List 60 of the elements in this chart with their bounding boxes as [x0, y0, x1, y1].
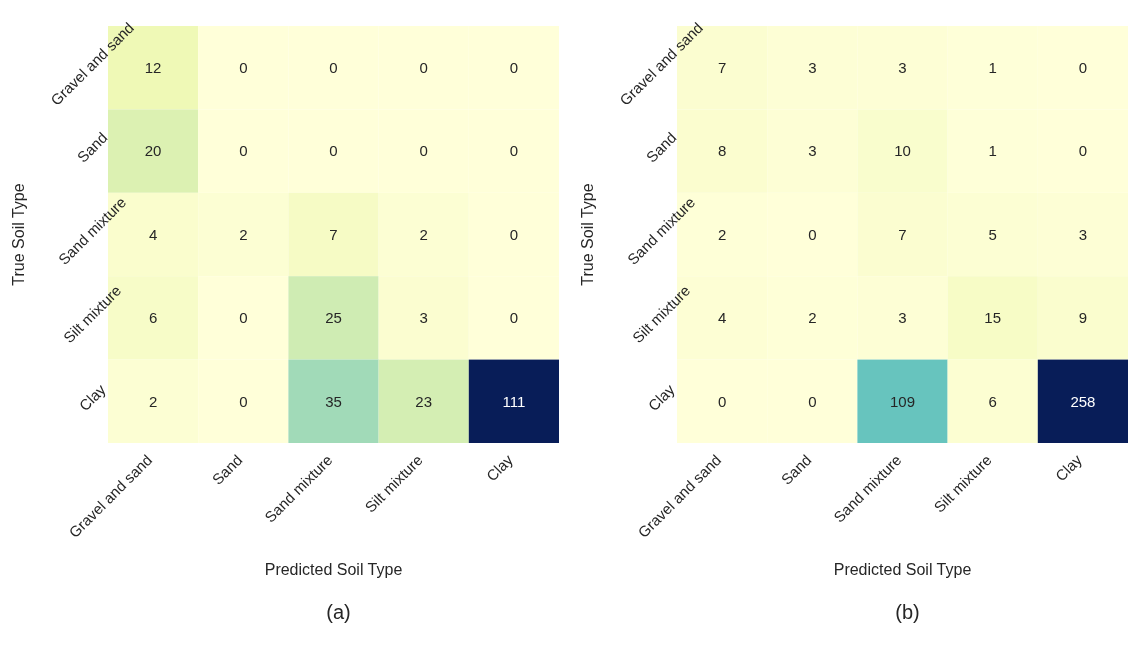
data-label: 8	[717, 142, 727, 160]
text: (a)	[325, 601, 352, 624]
data-label: 0	[808, 392, 817, 410]
data-label: 23	[415, 392, 433, 410]
data-label: 0	[509, 58, 519, 76]
data-label: 7	[898, 225, 907, 243]
x-tick-label: Clay	[1051, 450, 1086, 485]
text: (b)	[894, 601, 921, 624]
x-axis-title: Predicted Soil Type	[833, 561, 972, 578]
x-axis-title: Predicted Soil Type	[264, 561, 403, 578]
data-label: 10	[894, 142, 911, 160]
data-label: 35	[325, 392, 342, 410]
data-label: 0	[419, 142, 428, 160]
data-label: 3	[1078, 225, 1088, 243]
x-tick-label: Clay	[482, 450, 517, 485]
data-label: 4	[717, 309, 727, 327]
data-label: 1	[988, 142, 997, 160]
data-label: 2	[419, 225, 428, 243]
data-label: 0	[239, 392, 248, 410]
y-tick-label: Clay	[644, 380, 679, 415]
data-label: 7	[329, 225, 338, 243]
data-label: 3	[419, 309, 428, 327]
data-label: 0	[808, 225, 817, 243]
data-label: 0	[1078, 58, 1088, 76]
data-label: 25	[325, 309, 342, 327]
y-axis-title: True Soil Type	[9, 183, 27, 286]
data-label: 3	[808, 142, 817, 160]
data-label: 12	[144, 58, 162, 76]
data-label: 0	[239, 309, 248, 327]
y-axis-title: True Soil Type	[578, 183, 596, 286]
data-label: 0	[509, 309, 519, 327]
data-label: 20	[144, 142, 162, 160]
data-label: 0	[329, 142, 338, 160]
data-label: 0	[419, 58, 428, 76]
data-label: 6	[988, 392, 997, 410]
data-label: 1	[988, 58, 997, 76]
data-label: 0	[717, 392, 727, 410]
data-label: 0	[509, 142, 519, 160]
data-label: 5	[988, 225, 997, 243]
data-label: 0	[239, 58, 248, 76]
data-label: 258	[1070, 392, 1096, 410]
data-label: 3	[898, 309, 907, 327]
data-label: 0	[329, 58, 338, 76]
data-label: 2	[148, 392, 158, 410]
data-label: 2	[239, 225, 248, 243]
data-label: 109	[889, 392, 916, 410]
data-label: 2	[808, 309, 817, 327]
data-label: 0	[509, 225, 519, 243]
data-label: 4	[148, 225, 158, 243]
data-label: 0	[239, 142, 248, 160]
data-label: 6	[148, 309, 158, 327]
data-label: 9	[1078, 309, 1088, 327]
data-label: 3	[898, 58, 907, 76]
data-label: 7	[717, 58, 727, 76]
data-label: 0	[1078, 142, 1088, 160]
data-label: 2	[717, 225, 727, 243]
y-tick-label: Clay	[75, 380, 110, 415]
data-label: 111	[502, 392, 526, 410]
data-label: 15	[984, 309, 1002, 327]
data-label: 3	[808, 58, 817, 76]
